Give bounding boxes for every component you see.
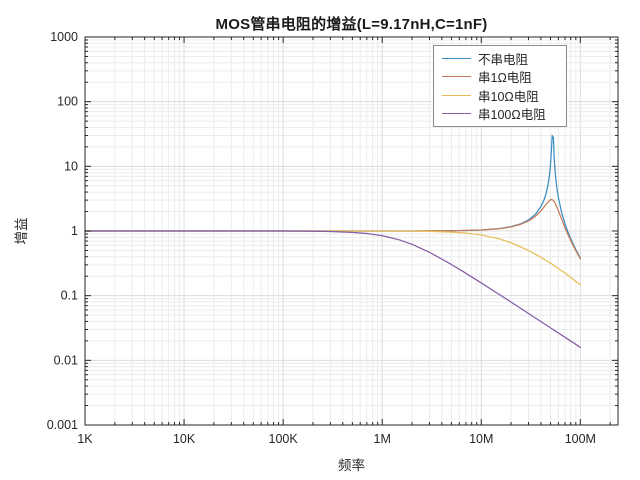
legend-item-label: 不串电阻: [478, 52, 529, 67]
x-tick-label: 10M: [469, 432, 493, 446]
x-axis-label: 频率: [338, 458, 365, 473]
legend-item-1ohm: 串1Ω电阻: [434, 68, 566, 86]
y-tick-label: 10: [64, 159, 78, 173]
x-tick-label: 1M: [374, 432, 391, 446]
legend-item-no-resistor: 不串电阻: [434, 49, 566, 67]
y-tick-label: 1: [71, 224, 78, 238]
y-tick-label: 0.1: [61, 289, 78, 303]
chart-title: MOS管串电阻的增益(L=9.17nH,C=1nF): [215, 16, 488, 33]
y-tick-label: 0.01: [54, 353, 78, 367]
x-tick-labels: 1K 10K 100K 1M 10M 100M: [77, 432, 596, 446]
legend-item-100ohm: 串100Ω电阻: [434, 105, 566, 123]
y-tick-labels: 1000 100 10 1 0.1 0.01 0.001: [47, 30, 78, 432]
x-tick-label: 100M: [565, 432, 596, 446]
legend-item-label: 串100Ω电阻: [478, 108, 546, 123]
y-axis-label: 增益: [14, 217, 29, 245]
y-tick-label: 100: [57, 95, 78, 109]
x-tick-label: 100K: [269, 432, 299, 446]
x-tick-label: 1K: [77, 432, 93, 446]
legend-item-10ohm: 串10Ω电阻: [434, 86, 566, 104]
y-tick-label: 0.001: [47, 418, 78, 432]
legend-line-sample: [442, 76, 471, 78]
y-tick-label: 1000: [50, 30, 78, 44]
legend-line-sample: [442, 94, 471, 96]
plot-series: [84, 134, 581, 348]
legend: 不串电阻 串1Ω电阻 串10Ω电阻 串100Ω电阻: [433, 45, 567, 127]
legend-item-label: 串1Ω电阻: [478, 71, 532, 86]
tick-marks: [84, 36, 618, 426]
legend-line-sample: [442, 113, 471, 115]
x-tick-label: 10K: [173, 432, 196, 446]
series-line-3: [84, 230, 581, 348]
legend-line-sample: [442, 57, 471, 59]
legend-item-label: 串10Ω电阻: [478, 89, 539, 104]
